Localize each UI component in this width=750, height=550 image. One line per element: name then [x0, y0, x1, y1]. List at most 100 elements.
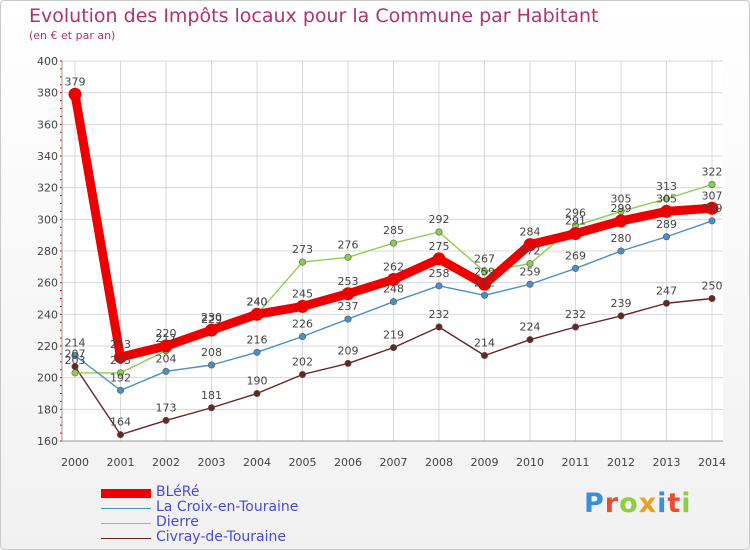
logo-letter: t [667, 488, 682, 519]
chart-title: Evolution des Impôts locaux pour la Comm… [29, 5, 599, 27]
data-point [435, 282, 443, 290]
data-label: 322 [702, 166, 723, 179]
data-label: 190 [247, 375, 268, 388]
data-point [250, 307, 264, 321]
data-point [617, 312, 625, 320]
x-tick-label: 2000 [61, 456, 89, 469]
data-label: 207 [65, 348, 86, 361]
data-label: 252 [474, 276, 495, 289]
data-label: 262 [383, 261, 404, 274]
data-label: 253 [338, 275, 359, 288]
x-tick-label: 2010 [516, 456, 544, 469]
data-point [614, 214, 628, 228]
data-label: 273 [292, 243, 313, 256]
data-point [344, 359, 352, 367]
data-point [344, 253, 352, 261]
logo-letter: o [619, 488, 639, 519]
data-label: 259 [520, 265, 541, 278]
data-point [344, 315, 352, 323]
data-point [117, 369, 125, 377]
data-point [389, 298, 397, 306]
data-label: 214 [65, 337, 86, 350]
data-point [662, 233, 670, 241]
data-point [208, 361, 216, 369]
data-point [298, 370, 306, 378]
y-tick-label: 340 [37, 150, 58, 163]
proxiti-logo: Proxiti [584, 488, 692, 519]
data-label: 245 [292, 287, 313, 300]
data-label: 232 [429, 308, 450, 321]
data-point [208, 404, 216, 412]
data-point [617, 247, 625, 255]
x-tick-label: 2011 [562, 456, 590, 469]
data-label: 305 [656, 192, 677, 205]
data-label: 204 [156, 352, 177, 365]
x-tick-label: 2006 [334, 456, 362, 469]
data-point [205, 323, 218, 337]
data-label: 202 [292, 356, 313, 369]
data-point [298, 332, 306, 340]
legend-swatch [101, 523, 151, 524]
data-label: 259 [474, 265, 495, 278]
data-label: 272 [520, 245, 541, 258]
data-label: 292 [429, 213, 450, 226]
data-point [526, 280, 534, 288]
y-tick-label: 380 [37, 87, 58, 100]
data-label: 307 [702, 189, 723, 202]
data-label: 164 [110, 416, 131, 429]
y-tick-label: 200 [37, 372, 58, 385]
data-label: 226 [292, 318, 313, 331]
data-label: 276 [338, 238, 359, 251]
data-point [480, 351, 488, 359]
data-label: 250 [702, 280, 723, 293]
data-point [71, 351, 79, 359]
legend-label: BLéRé [156, 484, 200, 500]
x-tick-label: 2002 [152, 456, 180, 469]
data-point [662, 299, 670, 307]
x-tick-label: 2012 [607, 456, 635, 469]
y-tick-label: 160 [37, 435, 58, 448]
data-label: 230 [201, 311, 222, 324]
data-point [526, 336, 534, 344]
data-label: 280 [611, 232, 632, 245]
data-point [571, 264, 579, 272]
data-label: 208 [201, 346, 222, 359]
y-tick-label: 260 [37, 277, 58, 290]
data-label: 296 [565, 207, 586, 220]
legend-label: Dierre [156, 514, 199, 530]
y-tick-label: 220 [37, 340, 58, 353]
data-label: 313 [656, 180, 677, 193]
legend-label: Civray-de-Touraine [156, 529, 286, 545]
data-point [341, 287, 355, 301]
data-label: 217 [156, 332, 177, 345]
data-point [387, 273, 400, 286]
chart-subtitle: (en € et par an) [29, 29, 116, 42]
data-point [389, 344, 397, 352]
data-point [523, 238, 537, 252]
data-point [708, 217, 716, 225]
y-tick-label: 240 [37, 308, 58, 321]
x-tick-label: 2009 [471, 456, 499, 469]
data-point [162, 416, 170, 424]
data-point [253, 389, 261, 397]
data-label: 240 [247, 295, 268, 308]
data-label: 213 [110, 338, 131, 351]
data-point [708, 294, 716, 302]
logo-letter: i [657, 488, 668, 519]
line-chart: 160 180 200 220 240 260 280 300 320 340 360 380 400 2… [37, 55, 726, 469]
data-point [296, 299, 309, 313]
data-label: 220 [156, 327, 177, 340]
legend-item: Dierre [101, 514, 361, 531]
x-tick-label: 2003 [198, 456, 226, 469]
y-tick-label: 280 [37, 245, 58, 258]
legend-item: La Croix-en-Touraine [101, 499, 361, 516]
logo-letter: P [584, 488, 605, 519]
data-point [432, 252, 446, 266]
logo-letter: x [638, 488, 658, 519]
data-label: 219 [383, 329, 404, 342]
x-tick-label: 2014 [698, 456, 726, 469]
data-point [71, 369, 79, 377]
data-label: 181 [201, 389, 222, 402]
data-label: 269 [565, 249, 586, 262]
